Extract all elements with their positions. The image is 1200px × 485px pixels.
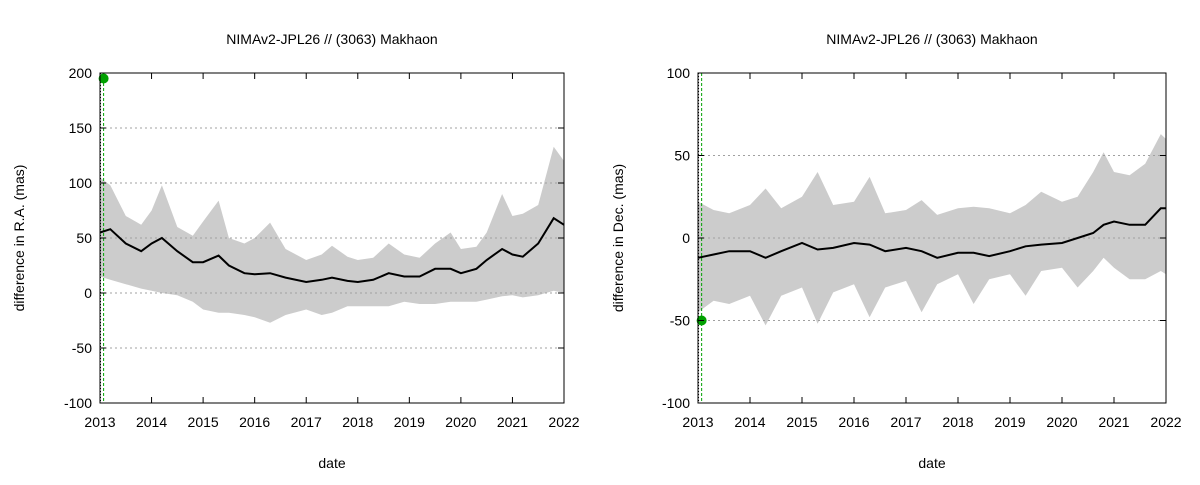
ra-x-axis-label: date xyxy=(318,455,345,471)
ra-x-tick-label-7: 2020 xyxy=(445,414,476,430)
dec-x-tick-label-6: 2019 xyxy=(994,414,1025,430)
ra-difference-chart: NIMAv2-JPL26 // (3063) Makhaon date diff… xyxy=(11,31,580,471)
ra-y-axis-label: difference in R.A. (mas) xyxy=(11,165,27,312)
ra-x-tick-label-4: 2017 xyxy=(291,414,322,430)
dec-x-tick-label-5: 2018 xyxy=(942,414,973,430)
dec-uncertainty-band xyxy=(698,134,1166,326)
ra-x-tick-label-2: 2015 xyxy=(188,414,219,430)
dec-chart-title: NIMAv2-JPL26 // (3063) Makhaon xyxy=(826,31,1037,47)
dec-x-tick-label-3: 2016 xyxy=(838,414,869,430)
dec-x-tick-label-1: 2014 xyxy=(734,414,765,430)
dec-difference-line xyxy=(697,207,1166,259)
ra-x-tick-label-3: 2016 xyxy=(239,414,270,430)
ra-y-tick-label-3: 50 xyxy=(76,230,92,246)
ra-chart-title: NIMAv2-JPL26 // (3063) Makhaon xyxy=(226,31,437,47)
dec-x-tick-label-2: 2015 xyxy=(786,414,817,430)
ra-y-tick-label-5: 150 xyxy=(69,120,93,136)
ra-y-tick-label-0: -100 xyxy=(64,395,92,411)
dec-x-axis-label: date xyxy=(918,455,945,471)
ra-y-tick-label-2: 0 xyxy=(84,285,92,301)
ra-y-tick-label-1: -50 xyxy=(72,340,92,356)
ra-x-tick-label-8: 2021 xyxy=(497,414,528,430)
ra-x-tick-label-6: 2019 xyxy=(394,414,425,430)
ra-y-tick-label-6: 200 xyxy=(69,65,93,81)
ra-x-tick-label-5: 2018 xyxy=(342,414,373,430)
dec-x-tick-label-4: 2017 xyxy=(890,414,921,430)
ra-epoch-point xyxy=(98,73,109,84)
dec-y-tick-label-3: 50 xyxy=(674,148,690,164)
dec-y-tick-label-0: -100 xyxy=(662,395,690,411)
dec-y-axis-label: difference in Dec. (mas) xyxy=(610,164,626,312)
dec-x-tick-label-8: 2021 xyxy=(1098,414,1129,430)
ra-x-tick-label-1: 2014 xyxy=(136,414,167,430)
ra-uncertainty-band xyxy=(100,146,564,323)
dec-y-tick-label-4: 100 xyxy=(667,65,691,81)
ra-x-tick-label-9: 2022 xyxy=(548,414,579,430)
dec-x-tick-label-7: 2020 xyxy=(1046,414,1077,430)
dec-difference-chart: NIMAv2-JPL26 // (3063) Makhaon date diff… xyxy=(610,31,1182,471)
dec-y-tick-label-2: 0 xyxy=(682,230,690,246)
ra-difference-line xyxy=(99,216,565,284)
ra-x-tick-label-0: 2013 xyxy=(84,414,115,430)
dec-x-tick-label-0: 2013 xyxy=(682,414,713,430)
ra-y-tick-label-4: 100 xyxy=(69,175,93,191)
dec-y-tick-label-1: -50 xyxy=(670,313,690,329)
dec-x-tick-label-9: 2022 xyxy=(1150,414,1181,430)
